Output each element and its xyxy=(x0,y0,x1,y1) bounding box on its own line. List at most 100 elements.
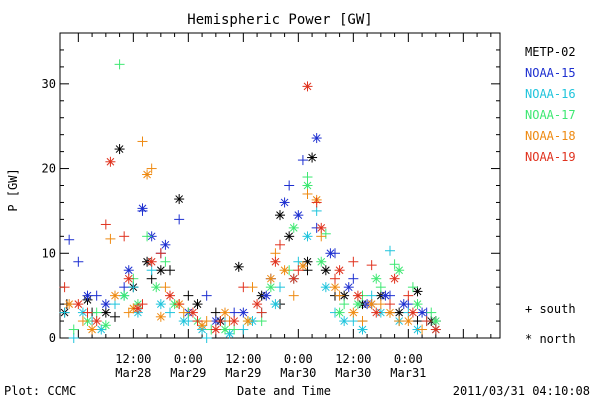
point-south xyxy=(389,259,400,270)
point-south xyxy=(247,282,258,293)
point-south xyxy=(100,219,111,230)
point-south xyxy=(357,316,368,327)
point-north xyxy=(220,307,230,318)
point-south xyxy=(320,228,331,239)
legend-item: NOAA-15 xyxy=(525,66,576,80)
point-north xyxy=(339,316,350,327)
point-south xyxy=(302,265,313,276)
point-south xyxy=(201,316,212,327)
point-south xyxy=(334,290,345,301)
point-south xyxy=(201,333,212,343)
point-south xyxy=(394,316,405,327)
marker-legend: + south * north xyxy=(525,302,576,346)
chart-title: Hemispheric Power [GW] xyxy=(187,12,372,28)
point-north xyxy=(178,316,189,327)
plot-credit: Plot: CCMC xyxy=(4,384,76,398)
point-north xyxy=(155,311,166,322)
point-south xyxy=(302,172,313,183)
point-north xyxy=(155,265,166,276)
legend: METP-02 NOAA-15 NOAA-16 NOAA-17 NOAA-18 NOAA-… xyxy=(525,45,576,164)
point-north xyxy=(307,152,318,163)
x-tick-date-label: Mar29 xyxy=(170,366,206,380)
point-south xyxy=(348,273,359,284)
point-north xyxy=(403,316,414,327)
point-north xyxy=(82,290,93,301)
point-north xyxy=(380,290,391,301)
point-south xyxy=(64,234,75,245)
point-south xyxy=(229,307,240,318)
point-north xyxy=(325,248,336,259)
point-north xyxy=(394,265,405,276)
point-north xyxy=(270,256,281,267)
x-tick-time-label: 0:00 xyxy=(394,352,423,366)
point-north xyxy=(302,180,313,191)
point-south xyxy=(105,233,116,244)
point-north xyxy=(142,169,153,180)
point-north xyxy=(73,299,84,310)
point-north xyxy=(293,210,304,221)
point-south xyxy=(238,282,249,293)
point-north xyxy=(265,273,276,284)
legend-item: NOAA-16 xyxy=(525,87,576,101)
point-south xyxy=(385,299,395,310)
x-tick-time-label: 0:00 xyxy=(174,352,203,366)
point-north xyxy=(105,156,116,167)
point-south xyxy=(256,307,267,318)
point-north xyxy=(270,299,281,310)
point-south xyxy=(229,324,240,335)
point-south xyxy=(421,316,432,327)
point-south xyxy=(155,248,166,259)
point-south xyxy=(137,299,148,310)
point-north xyxy=(316,222,327,233)
point-north xyxy=(398,299,409,310)
point-south xyxy=(59,307,70,318)
point-south xyxy=(288,290,299,301)
y-tick-labels: 0 10 20 30 xyxy=(42,77,56,345)
point-north xyxy=(160,239,171,250)
point-north xyxy=(385,307,395,318)
point-north xyxy=(100,320,111,331)
point-north xyxy=(119,290,130,301)
point-south xyxy=(270,248,281,259)
point-south xyxy=(146,273,157,284)
point-north xyxy=(302,81,313,92)
point-south xyxy=(160,282,171,293)
point-south xyxy=(146,265,157,276)
point-north xyxy=(357,324,368,335)
point-north xyxy=(334,265,345,276)
point-north xyxy=(430,316,441,327)
point-north xyxy=(155,299,166,310)
point-south xyxy=(297,155,308,166)
point-north xyxy=(87,324,98,335)
point-south xyxy=(275,239,285,250)
point-north xyxy=(330,282,340,293)
point-north xyxy=(311,133,322,144)
point-south xyxy=(119,231,130,242)
point-north xyxy=(288,273,299,284)
legend-item: NOAA-18 xyxy=(525,129,576,143)
point-north xyxy=(334,307,345,318)
y-tick-label: 20 xyxy=(42,162,56,176)
point-south xyxy=(311,197,322,208)
point-north xyxy=(123,265,134,276)
point-north xyxy=(371,307,382,318)
point-north xyxy=(123,273,134,284)
x-tick-time-label: 12:00 xyxy=(115,352,151,366)
x-tick-time-label: 12:00 xyxy=(335,352,371,366)
point-south xyxy=(210,307,221,318)
point-north xyxy=(265,282,276,293)
point-south xyxy=(146,163,157,174)
point-north xyxy=(187,307,198,318)
generated-timestamp: 2011/03/31 04:10:08 xyxy=(453,384,590,398)
point-south xyxy=(174,299,185,310)
point-north xyxy=(297,260,308,271)
x-tick-time-label: 0:00 xyxy=(284,352,313,366)
x-tick-date-label: Mar30 xyxy=(335,366,371,380)
point-north xyxy=(417,307,428,318)
point-south xyxy=(375,282,386,293)
point-south xyxy=(417,324,428,335)
axis-ticks xyxy=(60,32,500,339)
point-south xyxy=(316,231,327,242)
point-south xyxy=(128,282,139,293)
